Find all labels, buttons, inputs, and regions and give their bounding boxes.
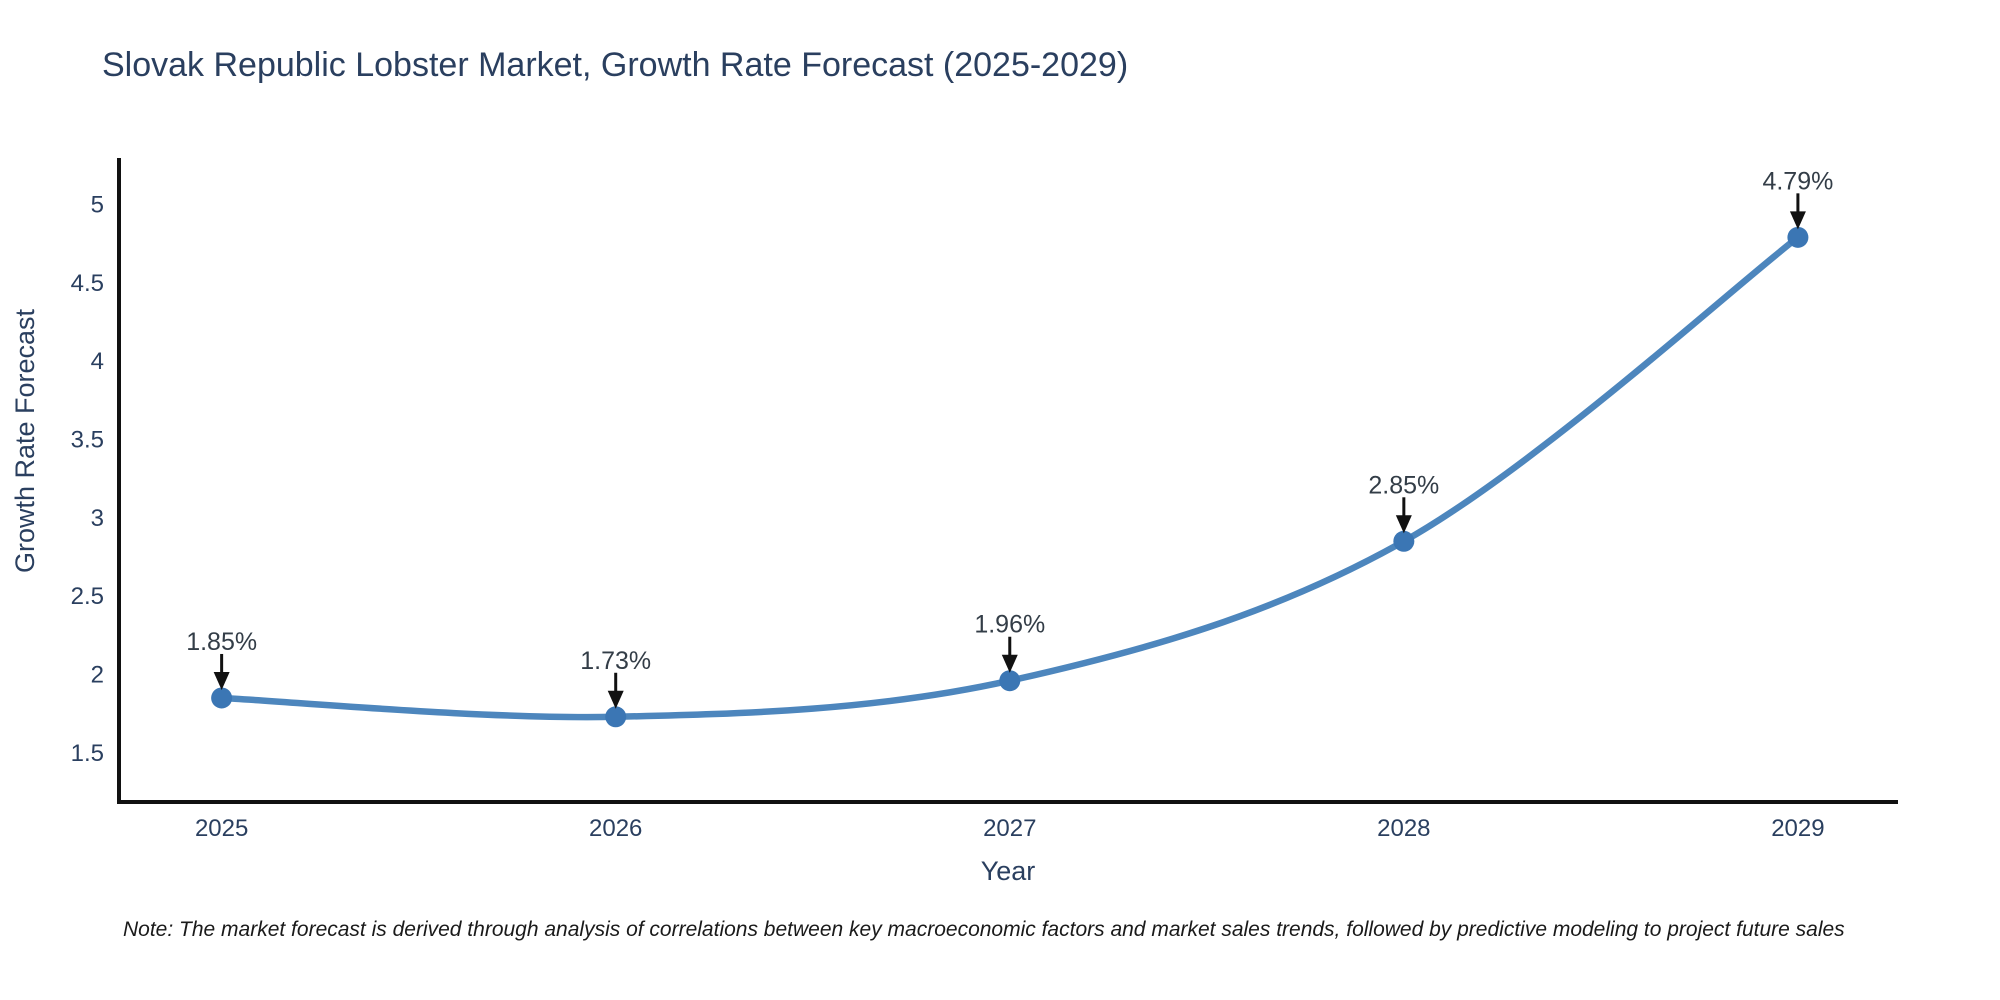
y-tick-label: 1.5: [71, 740, 104, 767]
tick-labels: 1.5 2 2.5 3 3.5 4 4.5 5 2025 2026 2027 2028 2029: [71, 191, 1825, 842]
y-tick-label: 4.5: [71, 270, 104, 297]
data-point-marker[interactable]: [211, 687, 233, 709]
y-tick-label: 3.5: [71, 426, 104, 453]
annotation-arrowhead: [607, 690, 624, 709]
x-tick-label: 2029: [1771, 815, 1824, 842]
data-series: [211, 226, 1809, 728]
annotation-label: 1.73%: [580, 647, 651, 675]
data-point-marker[interactable]: [1787, 226, 1809, 248]
chart-title: Slovak Republic Lobster Market, Growth R…: [102, 46, 1128, 84]
x-tick-label: 2027: [983, 815, 1036, 842]
x-axis-title: Year: [981, 856, 1036, 886]
annotation-arrowhead: [1789, 211, 1806, 230]
y-tick-label: 2: [91, 661, 104, 688]
annotation-arrowhead: [1001, 654, 1018, 673]
x-tick-label: 2026: [589, 815, 642, 842]
x-tick-label: 2028: [1377, 815, 1430, 842]
annotation-arrowhead: [213, 671, 230, 690]
annotation-label: 2.85%: [1368, 471, 1439, 499]
annotation-arrowhead: [1395, 515, 1412, 534]
annotation-label: 1.96%: [974, 611, 1045, 639]
annotation-label: 4.79%: [1762, 167, 1833, 195]
y-tick-label: 2.5: [71, 583, 104, 610]
line-series-path: [218, 234, 1802, 721]
y-axis-title: Growth Rate Forecast: [10, 308, 40, 573]
data-point-marker[interactable]: [999, 670, 1021, 692]
axes: [117, 158, 1898, 804]
y-tick-label: 4: [91, 348, 104, 375]
data-point-marker[interactable]: [1393, 530, 1415, 552]
footnote: Note: The market forecast is derived thr…: [123, 918, 1845, 941]
y-tick-label: 3: [91, 505, 104, 532]
y-tick-label: 5: [91, 191, 104, 218]
annotations: 1.85% 1.73% 1.96% 2.85% 4.79%: [186, 167, 1833, 709]
data-point-marker[interactable]: [605, 706, 627, 728]
annotation-label: 1.85%: [186, 628, 257, 656]
x-tick-label: 2025: [195, 815, 248, 842]
